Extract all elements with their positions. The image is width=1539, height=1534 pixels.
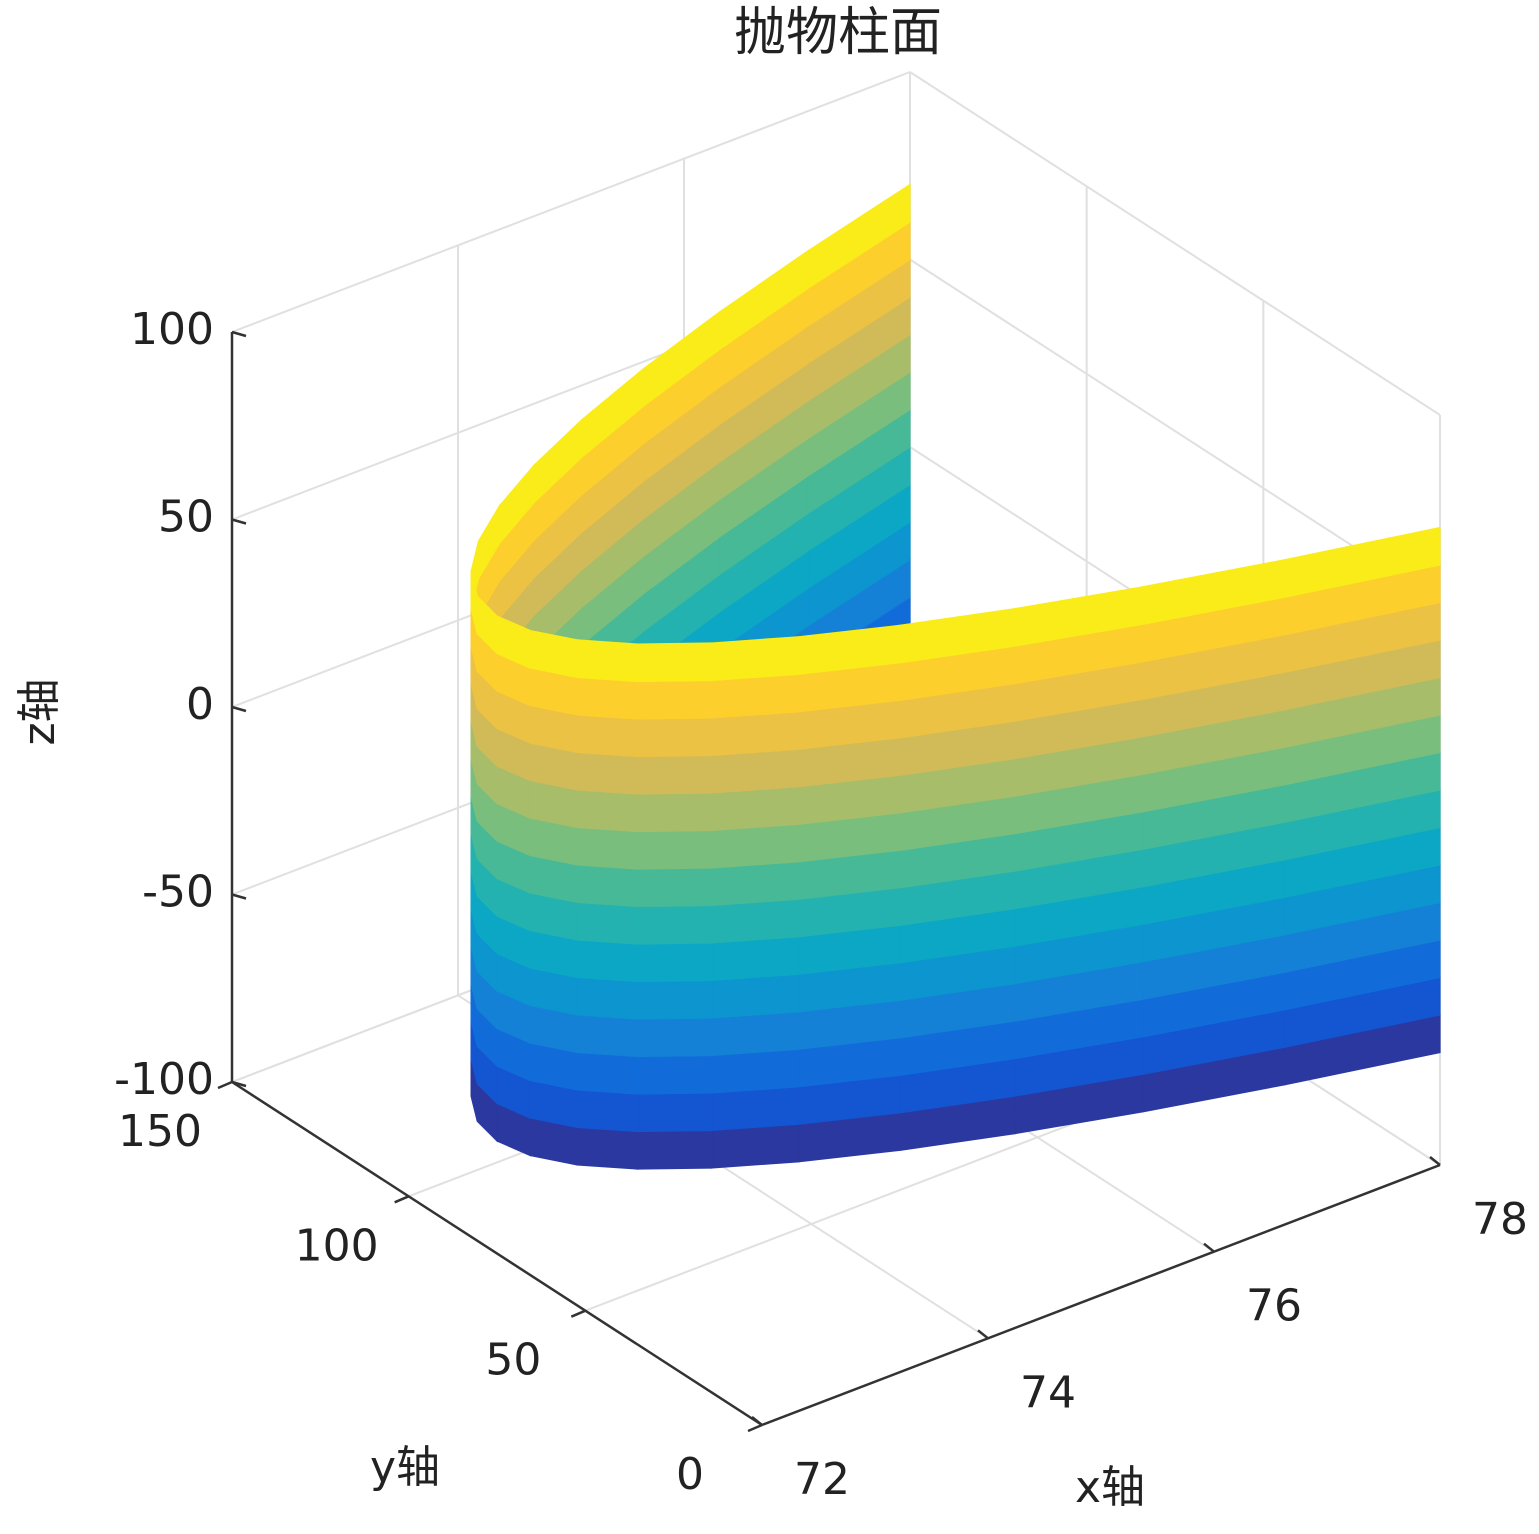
z-tick-label: -50	[142, 867, 214, 918]
surface-patch	[710, 823, 800, 869]
surface-patch	[710, 711, 800, 757]
tick-mark	[1429, 1156, 1441, 1166]
surface-patch	[710, 1011, 800, 1057]
surface-patch	[576, 1089, 639, 1133]
surface-patch	[636, 829, 713, 870]
x-tick-label: 78	[1472, 1194, 1528, 1245]
surface-patch	[576, 1014, 639, 1058]
grid-line	[909, 71, 1441, 416]
surface-patch	[636, 1017, 713, 1058]
surface-patch	[710, 898, 800, 944]
surface-patch	[636, 717, 713, 758]
x-tick-label: 72	[794, 1454, 850, 1505]
x-tick-label: 76	[1246, 1281, 1302, 1332]
surface-patch	[636, 792, 713, 833]
surface-patch	[576, 939, 639, 983]
surface-patch	[576, 901, 639, 945]
surface-patch	[576, 826, 639, 870]
z-axis-title: z轴	[14, 678, 65, 745]
surface-patch	[636, 642, 713, 683]
z-tick-label: 100	[130, 304, 214, 355]
surface-patch	[636, 904, 713, 945]
z-tick-label: 50	[158, 492, 214, 543]
x-axis-title: x轴	[1075, 1462, 1145, 1513]
surface-patch	[576, 676, 639, 720]
surface-patch	[636, 754, 713, 795]
surface-patch	[576, 976, 639, 1020]
tick-mark	[977, 1329, 989, 1340]
tick-mark	[747, 1423, 763, 1433]
y-tick-label: 0	[676, 1449, 704, 1500]
surface-patch	[576, 714, 639, 758]
surface-patch	[636, 679, 713, 720]
tick-mark	[231, 1080, 247, 1088]
surface-patch	[636, 867, 713, 908]
surface-patch	[576, 751, 639, 795]
x-tick-label: 74	[1020, 1367, 1076, 1418]
tick-mark	[394, 1195, 410, 1204]
surface-patch	[710, 673, 800, 719]
y-tick-label: 50	[485, 1335, 541, 1386]
x-axis-line	[761, 1163, 1441, 1427]
surface-patch	[710, 1048, 800, 1094]
chart-title: 抛物柱面	[734, 3, 942, 63]
surface-patch	[710, 786, 800, 832]
surface-patch	[576, 1051, 639, 1095]
z-tick-label: 0	[186, 679, 214, 730]
surface-patch	[710, 973, 800, 1019]
surface-patch	[576, 639, 639, 683]
z-tick-label: -100	[114, 1054, 214, 1105]
surface-patch	[710, 936, 800, 982]
y-axis-title: y轴	[370, 1442, 440, 1493]
surface-patch	[710, 1086, 800, 1132]
surface-patch	[576, 864, 639, 908]
surface-patch	[636, 942, 713, 983]
surface-patch	[636, 1092, 713, 1133]
surface-patch	[636, 1054, 713, 1095]
tick-mark	[231, 518, 247, 525]
tick-mark	[1203, 1242, 1215, 1253]
y-tick-label: 150	[118, 1106, 202, 1157]
tick-mark	[751, 1416, 763, 1426]
grid-line	[231, 71, 911, 333]
surface-patch	[710, 636, 800, 682]
surface-patch	[636, 979, 713, 1020]
y-tick-label: 100	[295, 1220, 379, 1271]
tick-mark	[570, 1309, 586, 1318]
surface-patch	[710, 748, 800, 794]
y-axis-line	[231, 1080, 763, 1427]
surface-patch	[710, 1123, 800, 1169]
tick-mark	[231, 330, 247, 338]
tick-mark	[231, 705, 247, 713]
surface-patch	[576, 1126, 639, 1170]
tick-mark	[231, 893, 247, 900]
surface-patch	[710, 861, 800, 907]
tick-mark	[217, 1080, 233, 1090]
surface-patch	[636, 1129, 713, 1170]
surface-patch	[576, 789, 639, 833]
